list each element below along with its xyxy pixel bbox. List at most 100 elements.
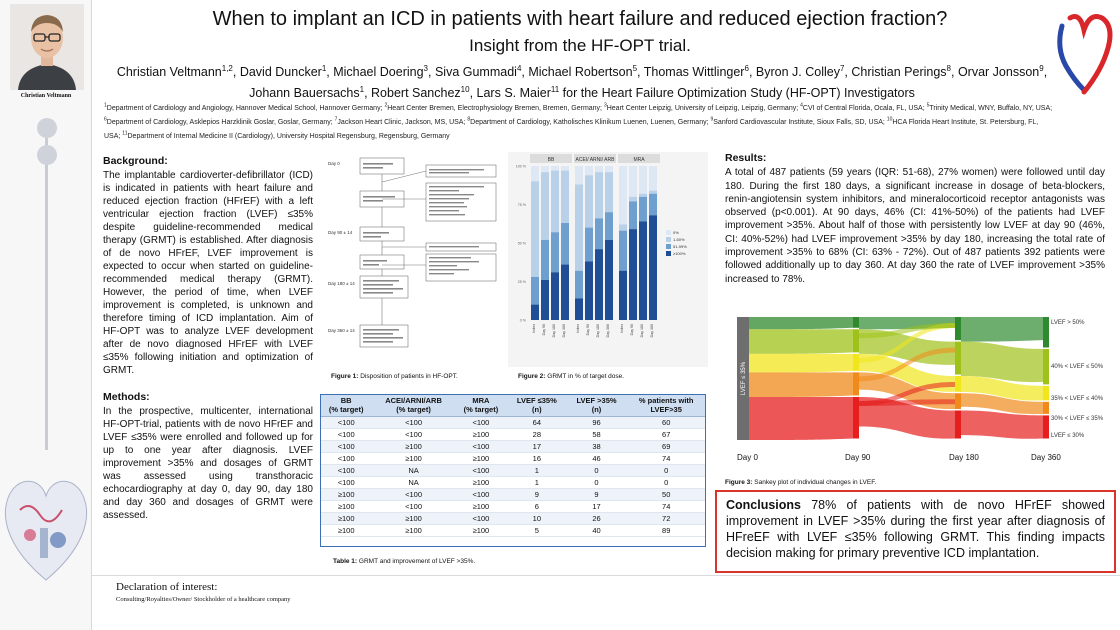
table-row: ≥100 <100 ≥100 6 17 74 xyxy=(320,500,706,513)
table-caption: Table 1: GRMT and improvement of LVEF >3… xyxy=(333,558,476,565)
table-cell: 40 xyxy=(566,524,627,537)
table-cell: <100 xyxy=(320,440,373,453)
table-cell: <100 xyxy=(454,464,508,477)
fig2-legend-swatch xyxy=(666,244,671,249)
sankey-node xyxy=(1043,385,1049,401)
author-name: Michael Doering3 xyxy=(333,64,428,80)
sankey-flow xyxy=(749,396,853,440)
sankey-node xyxy=(955,341,961,375)
table-cell: <100 xyxy=(372,488,455,501)
fig2-bar-segment xyxy=(585,166,593,176)
heart-logo xyxy=(1057,14,1113,95)
fig1-day-label: Day 180 ± 14 xyxy=(328,281,355,286)
table-cell: 74 xyxy=(626,500,706,513)
sankey-flow xyxy=(749,329,853,354)
author-name: Johann Bauersachs1 xyxy=(249,85,365,101)
fig2-panel-label: ACEI/ ARNI/ ARB xyxy=(576,157,616,163)
table-header: MRA (% target) xyxy=(454,394,508,417)
table-cell: ≥100 xyxy=(372,452,455,465)
figure1-flowchart: Day 0 Day 90 ± 14 Day 180 ± 14 Day 360 ±… xyxy=(328,157,497,348)
author-portrait xyxy=(10,4,84,90)
rail-knob xyxy=(37,118,57,138)
affiliation: 3Heart Center Leipzig, University of Lei… xyxy=(603,103,801,113)
fig2-bar-segment xyxy=(575,166,583,185)
fig2-bar-segment xyxy=(649,166,657,191)
sankey-flow xyxy=(859,347,955,382)
figure2-caption: Figure 2: GRMT in % of target dose. xyxy=(518,373,625,380)
table-row: <100 <100 <100 64 96 60 xyxy=(320,416,706,429)
fig2-category-label: Day 360 xyxy=(650,324,654,337)
rail-knob xyxy=(37,145,57,165)
table-row: <100 ≥100 ≥100 16 46 74 xyxy=(320,452,706,465)
sankey-flow xyxy=(859,353,955,392)
table-header: LVEF ≤35% (n) xyxy=(507,394,567,417)
fig2-bar-segment xyxy=(605,239,613,320)
fig2-category-label: Index xyxy=(620,324,624,333)
table-header: LVEF >35% (n) xyxy=(566,394,627,417)
table-row: <100 NA <100 1 0 0 xyxy=(320,464,706,477)
table-cell: 17 xyxy=(566,500,627,513)
fig2-legend-label: 51-99% xyxy=(673,244,687,249)
sankey-flow xyxy=(961,317,1043,342)
table-cell: 74 xyxy=(626,452,706,465)
sankey-category-label: 40% < LVEF ≤ 50% xyxy=(1051,364,1104,370)
fig2-bar-segment xyxy=(639,221,647,320)
left-rail: Christian Veltmann xyxy=(0,0,92,630)
fig2-bar-segment xyxy=(561,166,569,171)
sankey-flow xyxy=(749,317,853,330)
affiliation: 10HCA Florida Heart Institute, St. Peter… xyxy=(104,116,1039,140)
left-column: Background: The implantable cardioverter… xyxy=(103,155,313,532)
sankey-node xyxy=(853,372,859,396)
fig2-bar-segment xyxy=(531,304,539,320)
fig2-bar-segment xyxy=(575,298,583,320)
table-row: ≥100 ≥100 ≥100 5 40 89 xyxy=(320,524,706,537)
fig2-legend-label: 1-50% xyxy=(673,237,685,242)
sankey-flow xyxy=(961,341,1043,383)
table-cell: 6 xyxy=(507,500,567,513)
author-list: Christian Veltmann1,2, David Duncker1, M… xyxy=(116,64,1048,101)
table-cell: 67 xyxy=(626,428,706,441)
fig2-legend-swatch xyxy=(666,237,671,242)
declaration-text: Consulting/Royalties/Owner/ Stockholder … xyxy=(116,596,291,603)
fig2-bar-segment xyxy=(629,201,637,230)
table-cell: 26 xyxy=(566,512,627,525)
fig1-day-label: Day 360 ± 14 xyxy=(328,328,355,333)
fig2-legend-swatch xyxy=(666,251,671,256)
fig2-category-label: Day 90 xyxy=(586,324,590,335)
table-cell: NA xyxy=(372,476,455,489)
table-cell: ≥100 xyxy=(320,512,373,525)
table-header: % patients with LVEF>35 xyxy=(626,394,706,417)
fig2-bar-segment xyxy=(629,196,637,202)
fig2-bar-segment xyxy=(619,166,627,225)
author-name: Robert Sanchez10 xyxy=(371,85,470,101)
sankey-node xyxy=(1043,317,1049,348)
fig2-bar-segment xyxy=(531,181,539,277)
fig2-y-tick: 25 % xyxy=(518,280,527,284)
sankey-category-label: 30% < LVEF ≤ 35% xyxy=(1051,416,1104,422)
conclusion-text: 78% of patients with de novo HFrEF showe… xyxy=(726,498,1105,560)
table-cell: 38 xyxy=(566,440,627,453)
table-cell: 5 xyxy=(507,524,567,537)
sankey-node xyxy=(955,317,961,341)
sankey-node xyxy=(853,396,859,439)
table-row: ≥100 ≥100 <100 10 26 72 xyxy=(320,512,706,525)
figure3-caption: Figure 3: Sankey plot of individual chan… xyxy=(725,479,877,486)
figure3-sankey: LVEF ≤ 35% LVEF > 50% 40% < LVEF ≤ 50% 35% … xyxy=(737,317,1104,462)
fig2-bar-segment xyxy=(551,232,559,273)
affiliation: 8Department of Cardiology, Katholisches … xyxy=(467,116,711,127)
methods-heading: Methods: xyxy=(103,391,150,403)
fig2-category-label: Day 360 xyxy=(606,324,610,337)
fig2-bar-segment xyxy=(629,229,637,320)
affiliation: 1Department of Cardiology and Angiology,… xyxy=(104,103,385,113)
fig2-bar-segment xyxy=(541,166,549,173)
table-row: <100 NA ≥100 1 0 0 xyxy=(320,476,706,489)
table-cell: ≥100 xyxy=(320,488,373,501)
sankey-flow xyxy=(961,376,1043,401)
figure2-chart: BB Index Day 90 Day 180 Day 360 ACEI/ ARNI/ A… xyxy=(508,152,708,367)
table-cell: 0 xyxy=(566,476,627,489)
author-name: Thomas Wittlinger6 xyxy=(643,64,749,80)
heart-illustration xyxy=(4,480,88,581)
table-cell: 17 xyxy=(507,440,567,453)
table-cell: <100 xyxy=(320,416,373,429)
fig2-bar-segment xyxy=(639,166,647,194)
